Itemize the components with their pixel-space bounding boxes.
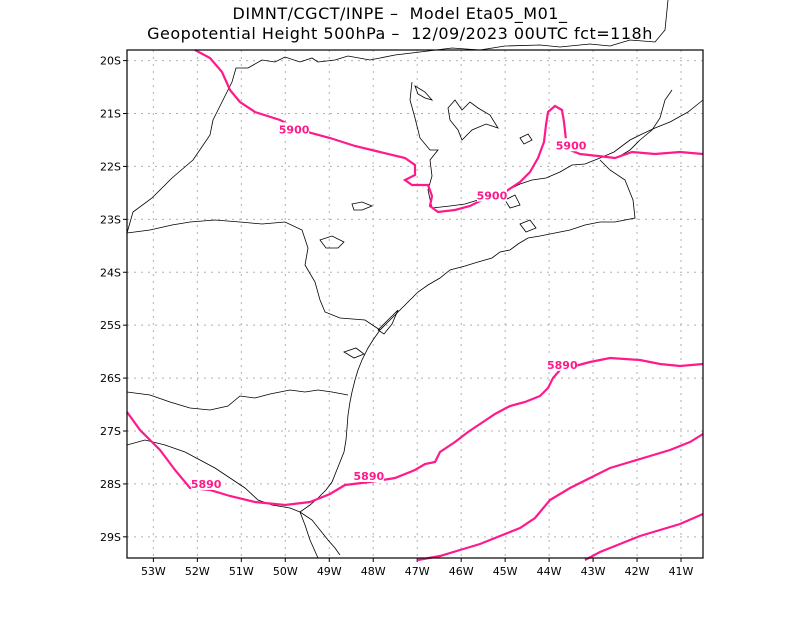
contour-label: 5890 xyxy=(354,470,385,483)
lat-tick-label: 23S xyxy=(100,213,121,226)
map-boundaries xyxy=(126,0,704,559)
lat-tick-label: 21S xyxy=(100,108,121,121)
lon-tick-label: 48W xyxy=(361,565,386,578)
map-frame xyxy=(126,49,704,559)
lat-tick-label: 20S xyxy=(100,55,121,68)
state-border-rs-south xyxy=(299,511,319,559)
contour-label-bg xyxy=(353,468,384,482)
contour-label: 5900 xyxy=(556,139,587,152)
state-border-sp-mg xyxy=(409,81,439,209)
lake-patos xyxy=(299,511,341,556)
state-border-sp-pr xyxy=(126,219,381,331)
lon-tick-label: 47W xyxy=(405,565,430,578)
contour-label-bg xyxy=(476,188,507,202)
lon-tick-label: 42W xyxy=(625,565,650,578)
lagoon-1 xyxy=(343,347,365,359)
lon-tick-label: 46W xyxy=(449,565,474,578)
lat-tick-label: 24S xyxy=(100,266,121,279)
state-border-mg-north xyxy=(317,0,669,63)
contour-label-bg xyxy=(547,357,578,371)
state-border-rj-es xyxy=(299,159,636,513)
state-border-ms-sp xyxy=(126,56,319,234)
lon-tick-label: 52W xyxy=(185,565,210,578)
bay-sao-francisco xyxy=(377,309,399,335)
coastline-rj xyxy=(619,89,673,157)
lat-tick-label: 26S xyxy=(100,372,121,385)
lon-tick-label: 53W xyxy=(141,565,166,578)
contour-label-bg xyxy=(556,138,587,152)
contour-label: 5890 xyxy=(191,478,222,491)
contour-5890-middle xyxy=(126,356,704,507)
state-border-sc-rs xyxy=(126,439,301,513)
lon-tick-label: 44W xyxy=(537,565,562,578)
title-line-1: DIMNT/CGCT/INPE – Model Eta05_M01_ xyxy=(232,4,568,23)
lat-tick-label: 28S xyxy=(100,478,121,491)
contour-5870 xyxy=(584,512,704,561)
contour-5880 xyxy=(417,433,704,562)
lon-tick-label: 50W xyxy=(273,565,298,578)
lat-tick-label: 22S xyxy=(100,160,121,173)
lon-tick-label: 51W xyxy=(229,565,254,578)
contour-5900-west xyxy=(194,49,704,214)
reservoir-1 xyxy=(447,99,499,141)
contour-label: 5900 xyxy=(279,123,310,136)
longitude-labels: 53W 52W 51W 50W 49W 48W 47W 46W 45W 44W 43W 42W 41W xyxy=(141,558,694,578)
title-line-2: Geopotential Height 500hPa – 12/09/2023 … xyxy=(147,24,653,43)
latitude-labels: 20S 21S 22S 23S 24S 25S 26S 27S 28S 29S xyxy=(100,55,127,544)
lat-tick-label: 27S xyxy=(100,425,121,438)
reservoir-2 xyxy=(414,85,434,101)
contour-label-bg xyxy=(279,122,310,136)
contour-label: 5890 xyxy=(547,359,578,372)
lon-tick-label: 43W xyxy=(581,565,606,578)
reservoir-3 xyxy=(351,201,374,211)
reservoir-4 xyxy=(319,235,345,249)
lat-tick-label: 29S xyxy=(100,531,121,544)
contour-label-bg xyxy=(191,476,222,490)
state-border-pr-sc xyxy=(126,389,349,411)
contour-labels: 5900 5900 5900 5890 5890 5890 xyxy=(191,122,587,491)
lon-tick-label: 41W xyxy=(669,565,694,578)
lon-tick-label: 45W xyxy=(493,565,518,578)
reservoir-6 xyxy=(504,194,521,209)
lon-tick-label: 49W xyxy=(317,565,342,578)
lat-tick-label: 25S xyxy=(100,319,121,332)
contour-label: 5900 xyxy=(477,190,508,203)
reservoir-5 xyxy=(519,133,533,145)
bay-guanabara xyxy=(519,219,537,233)
